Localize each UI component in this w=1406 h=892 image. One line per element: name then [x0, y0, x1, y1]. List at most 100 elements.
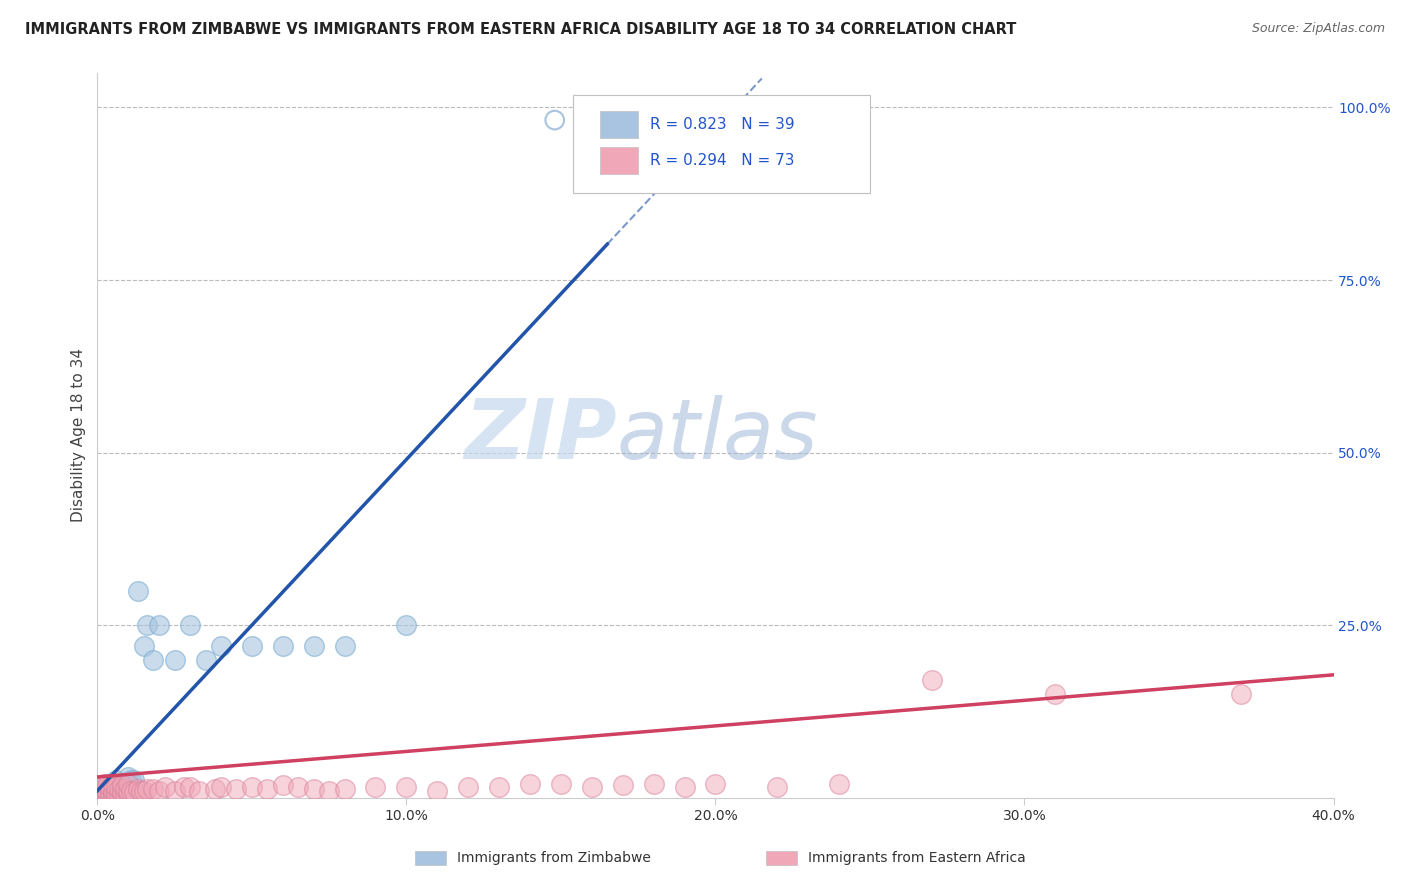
- Point: [333, 782, 356, 797]
- Point: [93, 787, 115, 801]
- Point: [488, 780, 510, 795]
- FancyBboxPatch shape: [574, 95, 870, 193]
- Point: [364, 780, 387, 795]
- Point: [96, 778, 118, 792]
- Point: [114, 787, 136, 801]
- Point: [108, 784, 131, 798]
- Point: [318, 784, 340, 798]
- Point: [117, 777, 139, 791]
- Point: [114, 782, 136, 797]
- Point: [111, 787, 134, 801]
- Point: [612, 778, 634, 792]
- Point: [519, 777, 541, 791]
- Point: [89, 789, 111, 803]
- Point: [104, 780, 127, 795]
- Point: [120, 784, 142, 798]
- Text: R = 0.294   N = 73: R = 0.294 N = 73: [650, 153, 794, 169]
- Point: [98, 785, 121, 799]
- Point: [98, 780, 121, 795]
- Point: [163, 653, 186, 667]
- Point: [127, 583, 149, 598]
- Point: [96, 784, 118, 798]
- Point: [111, 784, 134, 798]
- Point: [333, 639, 356, 653]
- Point: [457, 780, 479, 795]
- Point: [96, 784, 118, 798]
- Point: [98, 787, 121, 801]
- Point: [101, 778, 124, 792]
- Point: [89, 787, 111, 801]
- Point: [104, 784, 127, 798]
- Point: [163, 784, 186, 798]
- Point: [93, 784, 115, 798]
- Point: [96, 787, 118, 801]
- Point: [426, 784, 449, 798]
- Point: [135, 618, 157, 632]
- Point: [124, 773, 146, 788]
- Text: atlas: atlas: [617, 395, 818, 475]
- Point: [1045, 687, 1067, 701]
- Point: [179, 780, 201, 795]
- Point: [101, 789, 124, 803]
- Point: [204, 782, 226, 797]
- Point: [89, 787, 111, 801]
- Text: Immigrants from Eastern Africa: Immigrants from Eastern Africa: [808, 851, 1026, 865]
- Point: [127, 782, 149, 797]
- Point: [581, 780, 603, 795]
- Point: [96, 789, 118, 803]
- Point: [93, 780, 115, 795]
- Point: [101, 777, 124, 791]
- Point: [148, 618, 170, 632]
- Point: [188, 784, 211, 798]
- Point: [225, 782, 247, 797]
- Point: [673, 780, 696, 795]
- Point: [120, 773, 142, 788]
- FancyBboxPatch shape: [600, 111, 637, 138]
- Point: [142, 653, 165, 667]
- Point: [550, 777, 572, 791]
- Point: [209, 639, 232, 653]
- Text: IMMIGRANTS FROM ZIMBABWE VS IMMIGRANTS FROM EASTERN AFRICA DISABILITY AGE 18 TO : IMMIGRANTS FROM ZIMBABWE VS IMMIGRANTS F…: [25, 22, 1017, 37]
- Point: [117, 777, 139, 791]
- Point: [132, 784, 155, 798]
- Point: [117, 770, 139, 784]
- Point: [96, 777, 118, 791]
- Point: [93, 789, 115, 803]
- Point: [395, 780, 418, 795]
- Point: [271, 639, 294, 653]
- Point: [108, 787, 131, 801]
- Point: [104, 789, 127, 803]
- Point: [93, 789, 115, 803]
- Point: [98, 789, 121, 803]
- Point: [104, 773, 127, 788]
- Point: [108, 782, 131, 797]
- Point: [155, 780, 177, 795]
- Point: [271, 778, 294, 792]
- Text: ZIP: ZIP: [464, 395, 617, 475]
- Point: [101, 784, 124, 798]
- Point: [114, 777, 136, 791]
- Point: [194, 653, 217, 667]
- Point: [101, 787, 124, 801]
- Point: [98, 780, 121, 795]
- Point: [704, 777, 727, 791]
- Point: [828, 777, 851, 791]
- Point: [179, 618, 201, 632]
- Point: [101, 787, 124, 801]
- Point: [117, 787, 139, 801]
- Text: Source: ZipAtlas.com: Source: ZipAtlas.com: [1251, 22, 1385, 36]
- Y-axis label: Disability Age 18 to 34: Disability Age 18 to 34: [72, 349, 86, 523]
- Point: [93, 782, 115, 797]
- Point: [240, 639, 263, 653]
- Point: [1230, 145, 1253, 160]
- Point: [240, 780, 263, 795]
- Point: [93, 785, 115, 799]
- Text: Immigrants from Zimbabwe: Immigrants from Zimbabwe: [457, 851, 651, 865]
- Point: [302, 782, 325, 797]
- Point: [395, 618, 418, 632]
- Point: [111, 778, 134, 792]
- Point: [148, 784, 170, 798]
- Point: [89, 785, 111, 799]
- Point: [108, 777, 131, 791]
- Point: [89, 789, 111, 803]
